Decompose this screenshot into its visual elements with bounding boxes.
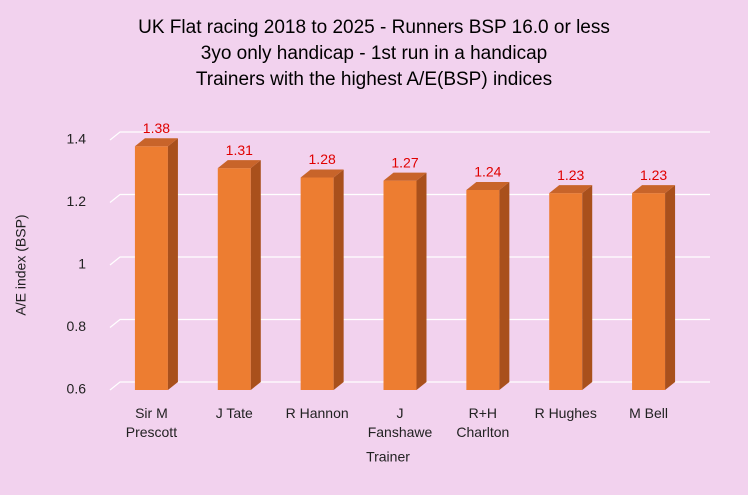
y-axis-title: A/E index (BSP) [13, 214, 29, 315]
x-tick-label: R+H Charlton [456, 405, 510, 440]
bar-front [134, 146, 168, 390]
grid-line [109, 131, 710, 141]
bar-top [466, 182, 510, 190]
bar [632, 185, 676, 390]
bar-front [632, 193, 666, 390]
y-tick-label: 0.6 [67, 381, 87, 397]
chart-title: Trainers with the highest A/E(BSP) indic… [196, 69, 552, 90]
y-tick-label: 0.8 [67, 318, 87, 334]
bar-side [250, 160, 261, 390]
y-tick-label: 1.4 [67, 131, 87, 147]
bar [300, 169, 344, 390]
bar-side [582, 185, 593, 390]
data-label: 1.31 [226, 142, 253, 158]
bar [383, 172, 427, 390]
x-tick-label: J Tate [215, 405, 253, 421]
bar-front [217, 168, 251, 390]
x-tick-label: M Bell [629, 405, 669, 421]
x-tick-label: R Hughes [534, 405, 597, 421]
data-label: 1.28 [309, 151, 336, 167]
bar-top [632, 185, 676, 194]
data-label: 1.23 [640, 167, 667, 183]
data-label: 1.27 [391, 154, 418, 170]
bar-top [549, 185, 593, 194]
data-label: 1.23 [557, 167, 584, 183]
x-tick-label: J Fanshawe [367, 405, 433, 440]
y-tick-label: 1.2 [67, 193, 87, 209]
grid-line [109, 381, 710, 391]
bar-side [416, 172, 427, 390]
bar-side [665, 185, 676, 390]
data-label: 1.24 [474, 164, 501, 180]
data-label: 1.38 [143, 120, 170, 136]
bar [217, 160, 261, 390]
x-axis-title: Trainer [366, 449, 410, 465]
bar-top [134, 138, 178, 147]
bar-front [383, 180, 417, 390]
y-tick-label: 1 [78, 256, 86, 272]
bar-top [383, 172, 427, 181]
grid-line [109, 256, 710, 266]
bar-side [499, 182, 510, 390]
x-tick-label: R Hannon [285, 405, 349, 421]
bar [549, 185, 593, 390]
bar-front [300, 177, 334, 390]
bar-top [217, 160, 261, 169]
x-tick-label: Sir M Prescott [125, 405, 178, 440]
grid-line [109, 193, 710, 203]
bar-front [549, 193, 583, 390]
bar [466, 182, 510, 390]
chart-title: UK Flat racing 2018 to 2025 - Runners BS… [138, 17, 610, 38]
grid-line [109, 318, 710, 328]
bar-side [167, 138, 178, 390]
bar-front [466, 190, 500, 390]
bar-top [300, 169, 344, 178]
chart-title: 3yo only handicap - 1st run in a handica… [201, 43, 547, 64]
bar-side [333, 169, 344, 390]
bar [134, 138, 178, 390]
